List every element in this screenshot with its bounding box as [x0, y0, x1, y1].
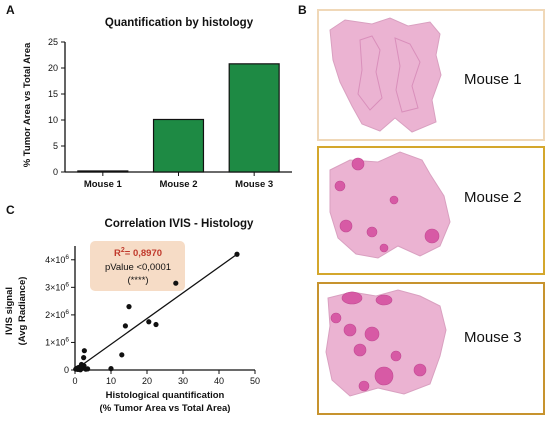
scatter-chart: Correlation IVIS - Histology IVIS signal…: [4, 218, 260, 414]
scatter-chart-xtick-label: 50: [250, 376, 260, 386]
mouse-3-label: Mouse 3: [464, 329, 522, 346]
scatter-point: [85, 366, 91, 372]
r-squared-label: R2= 0,8970: [114, 247, 162, 259]
bar-chart-category-label: Mouse 1: [84, 179, 123, 190]
panel-c-letter: C: [6, 203, 15, 217]
mouse-2-label: Mouse 2: [464, 189, 522, 206]
bar-mouse-1: [77, 170, 129, 173]
bar-chart-ytick-label: 20: [48, 63, 58, 73]
significance-stars: (****): [127, 275, 148, 286]
scatter-point: [234, 251, 240, 257]
scatter-chart-xlabel-line2: (% Tumor Area vs Total Area): [100, 403, 231, 414]
scatter-point: [126, 304, 132, 310]
bar-chart-ytick-label: 10: [48, 115, 58, 125]
bar-chart-ytick-label: 15: [48, 89, 58, 99]
scatter-chart-ylabel-line2: (Avg Radiance): [17, 277, 28, 346]
scatter-chart-xlabel-line1: Histological quantification: [106, 390, 225, 401]
scatter-point: [108, 366, 114, 372]
bar-chart-ytick-label: 5: [53, 141, 58, 151]
scatter-chart-xtick-label: 20: [142, 376, 152, 386]
bar-chart-title: Quantification by histology: [105, 17, 254, 29]
bar-chart-ytick-label: 0: [53, 167, 58, 177]
bar-chart-category-label: Mouse 3: [235, 179, 273, 190]
scatter-chart-ylabel-line1: IVIS signal: [4, 287, 15, 335]
scatter-point: [119, 352, 125, 358]
scatter-point: [81, 355, 87, 361]
scatter-chart-ytick-label: 0: [64, 365, 69, 375]
scatter-point: [122, 323, 128, 329]
bar-chart-category-label: Mouse 2: [159, 179, 197, 190]
scatter-chart-ytick-label: 1×106: [45, 336, 69, 347]
stats-annotation-box: [90, 241, 185, 291]
scatter-chart-xtick-label: 0: [72, 376, 77, 386]
mouse-1-tissue-image: [329, 17, 442, 133]
bar-mouse-3: [228, 63, 280, 173]
bar-chart-ylabel: % Tumor Area vs Total Area: [22, 42, 33, 167]
bar-chart: Quantification by histology % Tumor Area…: [22, 17, 292, 190]
mouse-2-tissue-image: [329, 151, 451, 259]
scatter-chart-ytick-label: 4×106: [45, 254, 69, 265]
mouse-3-tissue-image: [325, 289, 447, 397]
histology-panel: Mouse 1 Mouse 2 M: [317, 9, 545, 415]
regression-line: [74, 253, 238, 371]
pvalue-label: pValue <0,0001: [105, 262, 171, 273]
scatter-chart-xtick-label: 30: [178, 376, 188, 386]
scatter-chart-ytick-label: 3×106: [45, 281, 69, 292]
scatter-point: [78, 361, 85, 368]
scatter-chart-title: Correlation IVIS - Histology: [105, 218, 254, 230]
bar-mouse-2: [152, 118, 205, 173]
scatter-point: [146, 319, 152, 325]
scatter-chart-xtick-label: 10: [106, 376, 116, 386]
scatter-chart-ytick-label: 2×106: [45, 309, 69, 320]
bar-chart-ytick-label: 25: [48, 37, 58, 47]
panel-a-letter: A: [6, 3, 15, 17]
panel-b-letter: B: [298, 3, 307, 17]
mouse-1-label: Mouse 1: [464, 71, 522, 88]
scatter-point: [153, 321, 159, 328]
scatter-point: [81, 348, 87, 354]
scatter-chart-xtick-label: 40: [214, 376, 224, 386]
scatter-point: [173, 280, 179, 286]
